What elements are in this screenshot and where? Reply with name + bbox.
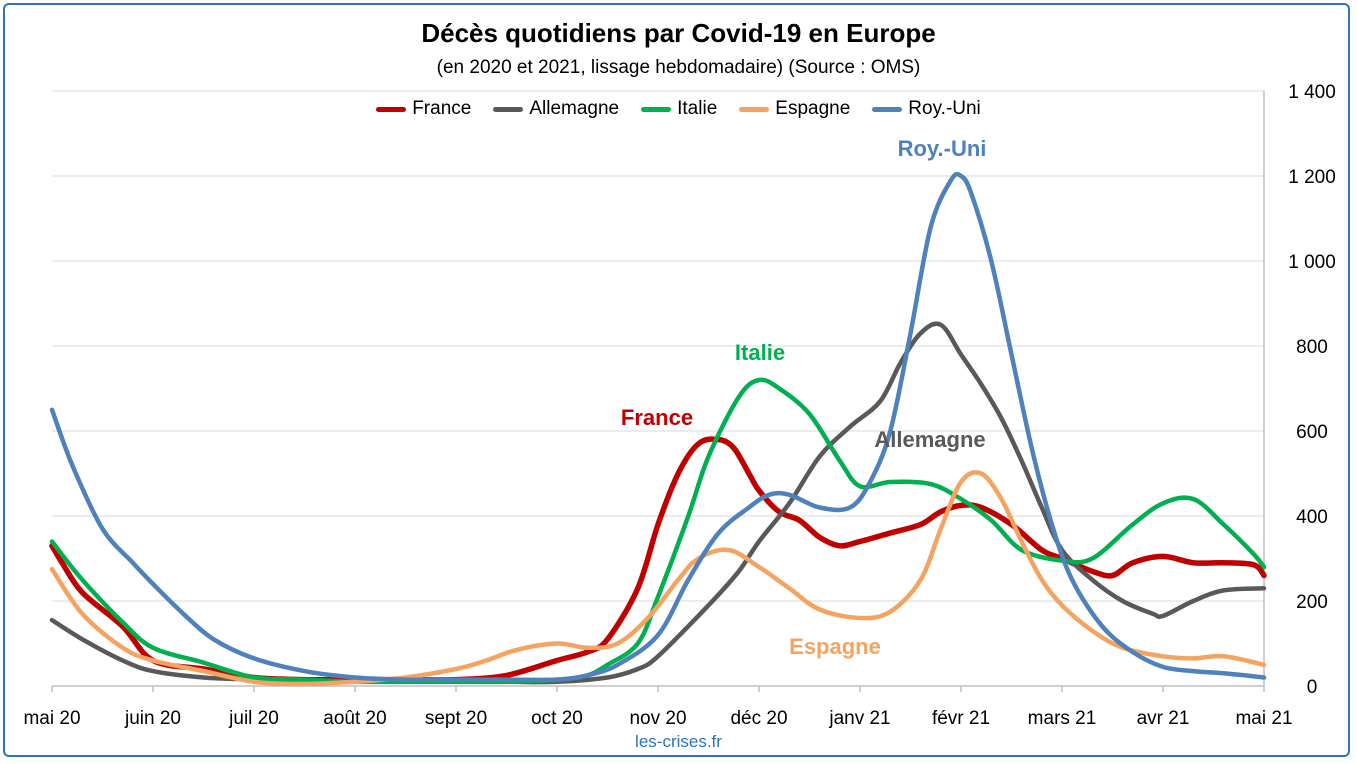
series-line-france — [49, 436, 1267, 683]
x-tick-label: janv 21 — [828, 708, 890, 729]
y-tick-label: 600 — [1296, 422, 1328, 443]
legend-swatch — [641, 106, 672, 112]
x-tick-label: sept 20 — [425, 708, 487, 729]
legend-item: Italie — [641, 98, 717, 120]
legend-label: Allemagne — [529, 98, 620, 119]
legend-label: Espagne — [775, 98, 851, 119]
series-label-allemagne: Allemagne — [874, 427, 985, 452]
x-tick-label: avr 21 — [1137, 708, 1190, 729]
x-tick-label: mai 21 — [1235, 708, 1292, 729]
x-tick-label: juil 20 — [228, 708, 279, 729]
y-tick-label: 400 — [1296, 507, 1328, 528]
x-tick-label: oct 20 — [531, 708, 583, 729]
chart-frame — [3, 3, 1350, 757]
legend-swatch — [872, 106, 903, 112]
legend-swatch — [493, 106, 524, 112]
series-line-allemagne — [49, 321, 1267, 685]
legend-item: Roy.-Uni — [872, 98, 981, 120]
y-tick-label: 1 200 — [1288, 167, 1336, 188]
y-tick-label: 1 000 — [1288, 252, 1336, 273]
x-tick-label: nov 20 — [629, 708, 686, 729]
series-line-italie — [49, 377, 1267, 685]
x-tick-label: juin 20 — [124, 708, 181, 729]
legend-label: Roy.-Uni — [908, 98, 981, 119]
y-tick-label: 0 — [1307, 677, 1318, 698]
series-label-roy-uni: Roy.-Uni — [898, 136, 987, 161]
source-credit: les-crises.fr — [635, 732, 722, 751]
x-tick-label: mai 20 — [23, 708, 80, 729]
series-label-italie: Italie — [735, 340, 785, 365]
x-tick-label: déc 20 — [730, 708, 787, 729]
chart-subtitle: (en 2020 et 2021, lissage hebdomadaire) … — [436, 57, 921, 78]
x-tick-label: févr 21 — [932, 708, 990, 729]
x-tick-label: août 20 — [323, 708, 386, 729]
series-label-espagne: Espagne — [789, 634, 881, 659]
y-tick-label: 800 — [1296, 337, 1328, 358]
legend-swatch — [376, 106, 407, 112]
series-line-espagne — [49, 470, 1267, 687]
legend-item: Espagne — [739, 98, 850, 120]
chart-legend: France Allemagne Italie Espagne Roy.-Uni — [0, 98, 1357, 120]
series-line-roy-uni — [49, 171, 1267, 683]
series-label-france: France — [621, 405, 693, 430]
legend-swatch — [739, 106, 770, 112]
chart-title: Décès quotidiens par Covid-19 en Europe — [421, 18, 936, 48]
legend-label: Italie — [677, 98, 718, 119]
y-tick-label: 200 — [1296, 592, 1328, 613]
y-tick-label: 1 400 — [1288, 82, 1336, 103]
legend-item: France — [376, 98, 471, 120]
legend-item: Allemagne — [493, 98, 619, 120]
legend-label: France — [412, 98, 472, 119]
x-tick-label: mars 21 — [1028, 708, 1097, 729]
